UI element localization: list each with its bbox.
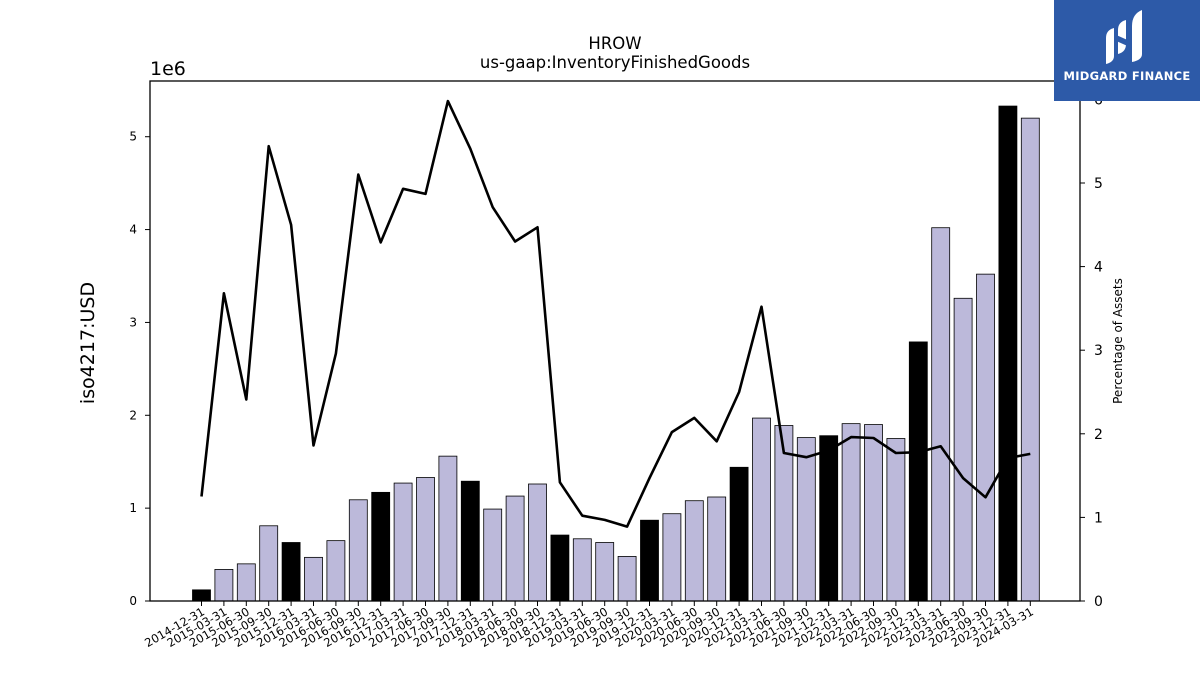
y-axis-label: iso4217:USD [77,282,99,404]
bar-2016-03-31 [304,556,323,602]
chart-title: HROW [588,34,641,53]
bar-2015-03-31 [214,569,234,602]
bar-2023-09-30 [976,273,995,602]
midgard-finance-logo: MIDGARD FINANCE [1054,0,1200,101]
bar-2015-12-31 [281,542,301,602]
bar-2021-03-31 [752,417,771,602]
y-tick-label: 2 [129,408,137,422]
bar-2020-12-31 [729,466,749,602]
y2-axis-label: Percentage of Assets [1111,278,1125,404]
bar-2020-06-30 [684,500,704,602]
bar-2016-06-30 [326,540,346,602]
bar-series [192,105,1040,602]
y2-axis-ticks: 0123456 [1080,92,1103,610]
bar-2023-12-31 [998,105,1018,602]
logo-text: MIDGARD FINANCE [1063,69,1191,83]
y-offset-label: 1e6 [150,58,186,80]
bar-2018-03-31 [483,508,503,602]
midgard-logo-icon [1106,10,1142,64]
bar-2016-09-30 [348,499,368,602]
y2-tick-label: 2 [1094,427,1103,443]
bar-2018-09-30 [528,483,547,602]
bar-2017-03-31 [393,482,413,602]
bar-2015-09-30 [259,525,279,602]
y-tick-label: 5 [129,130,137,144]
y-tick-label: 1 [129,501,137,515]
y-axis-ticks: 0 1 2 3 4 5 [129,130,150,608]
bar-2022-03-31 [841,423,861,602]
y2-tick-label: 0 [1094,594,1103,610]
y-tick-label: 3 [129,315,137,329]
bar-2018-06-30 [505,495,525,602]
bar-2023-06-30 [953,297,973,602]
y2-tick-label: 1 [1094,510,1103,526]
bar-2019-06-30 [595,542,615,602]
bar-2021-09-30 [796,437,816,602]
line-series [200,99,1031,528]
bar-2022-12-31 [908,341,928,602]
percentage-line [200,99,1031,528]
bar-2016-12-31 [371,491,391,602]
bar-2019-09-30 [617,556,637,602]
bar-2014-12-31 [192,589,211,602]
bar-2019-03-31 [572,538,592,602]
bar-2023-03-31 [931,227,951,602]
bar-2018-12-31 [550,534,570,602]
plot-frame [149,80,1081,602]
chart-subtitle: us-gaap:InventoryFinishedGoods [480,53,750,72]
y2-tick-label: 4 [1094,260,1103,276]
bar-2017-12-31 [460,480,480,602]
bar-2020-03-31 [662,513,682,602]
y-tick-label: 4 [129,223,137,237]
y2-tick-label: 5 [1094,176,1103,192]
bar-2022-09-30 [886,438,906,602]
y2-tick-label: 3 [1094,343,1103,359]
bar-2017-09-30 [438,455,458,602]
bar-2020-09-30 [707,496,727,602]
bar-2017-06-30 [416,477,435,602]
bar-2021-12-31 [819,435,839,602]
x-axis-ticks: 2014-12-312015-03-312015-06-302015-09-30… [142,601,1036,650]
bar-2019-12-31 [640,519,659,602]
bar-2024-03-31 [1020,117,1040,602]
y-tick-label: 0 [129,594,137,608]
bar-2022-06-30 [864,424,883,602]
bar-2015-06-30 [236,563,256,602]
